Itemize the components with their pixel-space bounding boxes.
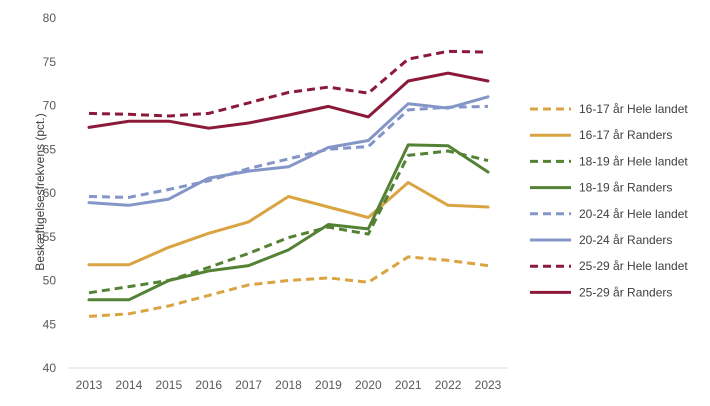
legend-label: 20-24 år Randers <box>579 233 672 247</box>
series-line <box>88 49 489 118</box>
x-tick-label: 2022 <box>435 378 462 392</box>
series-line <box>87 181 490 267</box>
x-tick-label: 2018 <box>275 378 302 392</box>
series-line <box>88 104 489 199</box>
legend-label: 16-17 år Randers <box>579 128 672 142</box>
x-tick-label: 2019 <box>315 378 342 392</box>
x-tick-label: 2020 <box>355 378 382 392</box>
series-line <box>88 255 489 318</box>
y-tick-label: 80 <box>43 11 57 25</box>
legend-label: 16-17 år Hele landet <box>579 102 688 116</box>
legend-label: 18-19 år Randers <box>579 181 672 195</box>
series-line <box>88 149 489 295</box>
series-line <box>87 71 490 130</box>
series-line <box>87 143 490 302</box>
legend-label: 18-19 år Hele landet <box>579 154 688 168</box>
x-tick-label: 2017 <box>235 378 262 392</box>
y-tick-label: 60 <box>43 186 57 200</box>
y-tick-label: 50 <box>43 274 57 288</box>
x-tick-label: 2014 <box>116 378 143 392</box>
y-tick-label: 45 <box>43 317 57 331</box>
x-tick-label: 2016 <box>195 378 222 392</box>
y-tick-label: 75 <box>43 55 57 69</box>
legend-label: 25-29 år Hele landet <box>579 259 688 273</box>
x-tick-label: 2013 <box>76 378 103 392</box>
legend-label: 25-29 år Randers <box>579 285 672 299</box>
x-tick-label: 2023 <box>475 378 502 392</box>
y-tick-label: 70 <box>43 99 57 113</box>
x-tick-label: 2021 <box>395 378 422 392</box>
y-tick-label: 55 <box>43 230 57 244</box>
x-tick-label: 2015 <box>155 378 182 392</box>
series-line <box>87 95 490 207</box>
legend-label: 20-24 år Hele landet <box>579 207 688 221</box>
y-tick-label: 40 <box>43 361 57 375</box>
y-axis-label: Beskæftigelsesfrekvens (pct.) <box>33 113 47 270</box>
y-tick-label: 65 <box>43 142 57 156</box>
